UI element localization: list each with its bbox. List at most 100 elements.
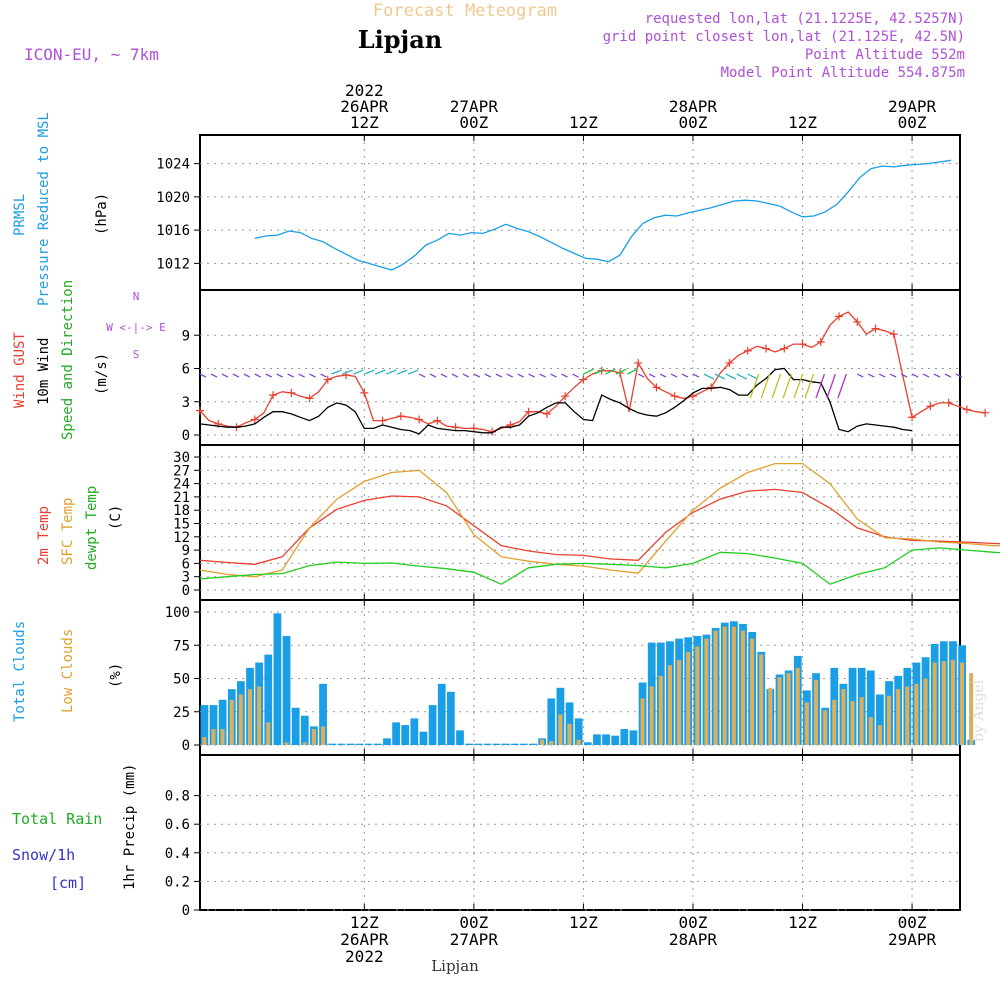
- total-clouds-bar: [383, 738, 391, 745]
- compass-west-east: W <-|-> E: [106, 321, 166, 334]
- gust-marker: [944, 398, 953, 407]
- total-clouds-bar: [337, 743, 346, 745]
- low-clouds-bar: [713, 630, 718, 745]
- gust-marker: [196, 406, 204, 415]
- credit-watermark: by Angel: [971, 679, 987, 742]
- wind-line: [199, 367, 913, 435]
- wind-direction-arrow: [342, 369, 353, 375]
- wind-direction-arrow: [276, 373, 283, 378]
- y-tick-label: 0.2: [165, 874, 190, 890]
- compass-south: S: [133, 348, 140, 361]
- top-tick-label: 27APR: [450, 97, 499, 116]
- total-clouds-bar: [501, 743, 510, 745]
- wind-direction-arrow: [539, 373, 546, 378]
- total-clouds-bar: [876, 694, 884, 745]
- wind-direction-arrow: [725, 373, 737, 380]
- model-label: ICON-EU, ~ 7km: [24, 45, 159, 64]
- precip-panel: 0 0.2 0.4 0.6 0.8: [165, 754, 961, 919]
- low-clouds-label: Low Clouds: [60, 629, 76, 713]
- low-clouds-bar: [704, 638, 709, 745]
- low-clouds-bar: [731, 626, 736, 745]
- wind-direction-arrow: [626, 368, 638, 375]
- wind-direction-arrow: [648, 373, 656, 378]
- wind-direction-arrow: [605, 368, 616, 375]
- wind-direction-arrow: [462, 373, 470, 378]
- low-clouds-bar: [768, 687, 773, 745]
- wind-direction-arrow: [659, 373, 667, 378]
- total-clouds-bar: [510, 743, 519, 745]
- wind-direction-arrow: [878, 373, 886, 378]
- low-clouds-bar: [941, 661, 946, 745]
- panel-frame: [199, 134, 961, 291]
- y-tick-label: 3: [182, 395, 190, 411]
- wind-direction-arrow: [771, 373, 782, 399]
- wind-direction-arrow: [364, 369, 375, 375]
- wind-direction-arrow: [760, 373, 771, 399]
- wind-direction-arrow: [637, 373, 645, 378]
- low-clouds-bar: [576, 739, 581, 745]
- y-tick-label: 6: [182, 556, 190, 572]
- total-clouds-label: Total Clouds: [12, 621, 28, 722]
- grid-point-lonlat: grid point closest lon,lat (21.125E, 42.…: [603, 29, 965, 45]
- low-clouds-bar: [202, 737, 207, 745]
- wind-direction-arrow: [889, 373, 897, 378]
- gust-marker: [378, 416, 387, 425]
- wind-direction-arrow: [298, 373, 305, 378]
- gust-marker: [981, 408, 990, 417]
- low-clouds-bar: [320, 726, 326, 745]
- y-tick-label: 0.4: [165, 846, 190, 862]
- gust-marker: [652, 383, 661, 392]
- total-clouds-bar: [474, 743, 483, 745]
- low-clouds-bar: [658, 675, 663, 745]
- gust-marker: [743, 346, 752, 355]
- total-clouds-bar: [574, 718, 583, 745]
- total-clouds-bar: [583, 742, 592, 745]
- gust-marker: [926, 402, 935, 411]
- low-clouds-bar: [567, 723, 572, 745]
- gust-marker: [396, 412, 405, 421]
- total-clouds-bar: [328, 743, 337, 745]
- gust-marker: [853, 317, 862, 326]
- low-clouds-bar: [896, 689, 901, 745]
- wind-direction-arrow: [900, 373, 908, 378]
- total-clouds-bar: [483, 743, 492, 745]
- wind-direction-arrow: [933, 373, 941, 378]
- low-clouds-bar: [740, 630, 746, 745]
- clouds-side-labels: Total Clouds Low Clouds (%): [12, 621, 124, 722]
- bottom-tick-label: 00Z: [898, 913, 927, 932]
- wind-gust-label: Wind GUST: [12, 332, 28, 408]
- total-clouds-bar: [611, 735, 620, 745]
- footer-location: Lipjan: [431, 957, 479, 975]
- wind-direction-arrow: [561, 373, 568, 378]
- y-tick-label: 15: [173, 517, 190, 533]
- gust-marker: [908, 413, 917, 422]
- bottom-tick-label: 28APR: [669, 930, 718, 949]
- wind-direction-arrow: [385, 369, 397, 375]
- wind-direction-arrow: [793, 373, 804, 399]
- wind-direction-arrow: [517, 373, 524, 378]
- wind-direction-arrow: [484, 373, 492, 378]
- wind-direction-arrow: [265, 373, 273, 378]
- wind-side-labels: Wind GUST 10m Wind Speed and Direction (…: [12, 280, 166, 440]
- total-clouds-bar: [282, 635, 291, 745]
- y-tick-label: 9: [182, 328, 190, 344]
- total-clouds-bar: [410, 718, 419, 745]
- y-tick-label: 9: [182, 543, 190, 559]
- wind-direction-arrow: [922, 373, 930, 378]
- wind-direction-arrow: [815, 373, 826, 399]
- wind-direction-arrow: [572, 373, 579, 378]
- low-clouds-bar: [549, 741, 554, 745]
- y-tick-label: 0: [182, 903, 190, 919]
- wind-direction-arrow: [254, 373, 262, 378]
- wind-direction-arrow: [232, 373, 240, 378]
- gust-marker: [871, 324, 880, 333]
- gust-marker: [634, 358, 643, 367]
- wind-direction-arrow: [826, 373, 837, 399]
- y-tick-label: 18: [173, 503, 190, 519]
- wind-direction-arrow: [396, 369, 408, 375]
- total-clouds-bar: [264, 654, 273, 745]
- wind-direction-arrow: [451, 373, 459, 378]
- total-rain-label: Total Rain: [12, 810, 102, 828]
